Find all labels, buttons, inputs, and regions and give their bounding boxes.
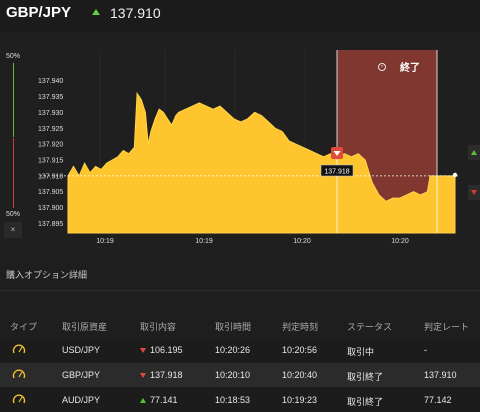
high-ratio-bar xyxy=(13,63,14,137)
current-point xyxy=(452,172,458,178)
asset-cell: AUD/JPY xyxy=(62,395,101,405)
judge-time-cell: 10:20:56 xyxy=(282,345,318,355)
gauge-icon xyxy=(12,394,26,404)
low-ratio-bar xyxy=(13,138,14,208)
low-percentage: 50% xyxy=(6,211,21,218)
judge-rate-cell: 77.142 xyxy=(424,395,452,405)
trade-time-cell: 10:20:10 xyxy=(215,370,251,380)
expiry-label: 終了 xyxy=(400,61,420,74)
top-bar xyxy=(0,0,480,32)
status-cell: 取引中 xyxy=(347,347,375,357)
price-area xyxy=(67,91,456,234)
y-tick-label: 137.915 xyxy=(38,158,63,165)
column-header: タイプ xyxy=(10,322,38,332)
x-tick-label: 10:20 xyxy=(293,238,311,245)
judge-time-cell: 10:19:23 xyxy=(282,395,318,405)
asset-cell: USD/JPY xyxy=(62,345,101,355)
judge-rate-cell: - xyxy=(424,345,427,355)
trade-cell: 106.195 xyxy=(140,345,183,355)
up-arrow-icon xyxy=(140,398,146,404)
y-tick-label: 137.895 xyxy=(38,221,63,228)
clock-icon xyxy=(378,63,386,71)
y-tick-label: 137.935 xyxy=(38,94,63,101)
asset-cell: GBP/JPY xyxy=(62,370,101,380)
y-tick-label: 137.900 xyxy=(38,205,63,212)
up-arrow-icon xyxy=(471,150,477,155)
y-tick-label: 137.925 xyxy=(38,126,63,133)
down-arrow-icon xyxy=(140,373,146,379)
low-tab[interactable] xyxy=(468,185,480,200)
column-header: 取引時間 xyxy=(215,322,252,332)
column-header: 取引内容 xyxy=(140,322,177,332)
column-header: 判定レート xyxy=(424,322,470,332)
status-cell: 取引終了 xyxy=(347,372,384,382)
high-tab[interactable] xyxy=(468,145,480,160)
status-cell: 取引終了 xyxy=(347,397,384,407)
up-arrow-icon xyxy=(92,9,100,15)
y-tick-label: 137.920 xyxy=(38,142,63,149)
x-tick-label: 10:20 xyxy=(391,238,409,245)
judge-time-cell: 10:20:40 xyxy=(282,370,318,380)
y-tick-label: 137.905 xyxy=(38,189,63,196)
close-button[interactable]: × xyxy=(4,222,22,238)
down-arrow-icon xyxy=(140,348,146,354)
down-arrow-icon xyxy=(471,190,477,195)
x-tick-label: 10:19 xyxy=(96,238,114,245)
table-row[interactable]: USD/JPY 106.195 10:20:26 10:20:56 取引中 - xyxy=(0,338,480,362)
y-tick-label: 137.930 xyxy=(38,110,63,117)
trade-time-cell: 10:20:26 xyxy=(215,345,251,355)
y-tick-label: 137.940 xyxy=(38,78,63,85)
gauge-icon xyxy=(12,369,26,379)
current-rate: 137.910 xyxy=(110,5,161,21)
y-tick-label: 137.910 xyxy=(38,173,63,180)
column-header: 判定時刻 xyxy=(282,322,319,332)
currency-pair-title: GBP/JPY xyxy=(6,4,72,21)
gauge-icon xyxy=(12,344,26,354)
column-header: 取引原資産 xyxy=(62,322,108,332)
table-header: タイプ 取引原資産 取引内容 取引時間 判定時刻 ステータス 判定レート xyxy=(0,314,480,336)
section-title: 購入オプション詳細 xyxy=(6,270,88,280)
trade-cell: 77.141 xyxy=(140,395,178,405)
x-tick-label: 10:19 xyxy=(195,238,213,245)
judge-rate-cell: 137.910 xyxy=(424,370,457,380)
divider xyxy=(0,290,480,291)
down-arrow-icon xyxy=(333,151,341,156)
price-chart: 137.940 137.935 137.930 137.925 137.920 137.9… xyxy=(38,50,460,245)
high-percentage: 50% xyxy=(6,53,21,60)
table-row[interactable]: AUD/JPY 77.141 10:18:53 10:19:23 取引終了 77… xyxy=(0,388,480,412)
price-tag-label: 137.918 xyxy=(324,169,349,176)
table-row[interactable]: GBP/JPY 137.918 10:20:10 10:20:40 取引終了 1… xyxy=(0,363,480,387)
trade-cell: 137.918 xyxy=(140,370,183,380)
column-header: ステータス xyxy=(347,322,393,332)
price-tag xyxy=(320,164,354,177)
trade-time-cell: 10:18:53 xyxy=(215,395,251,405)
